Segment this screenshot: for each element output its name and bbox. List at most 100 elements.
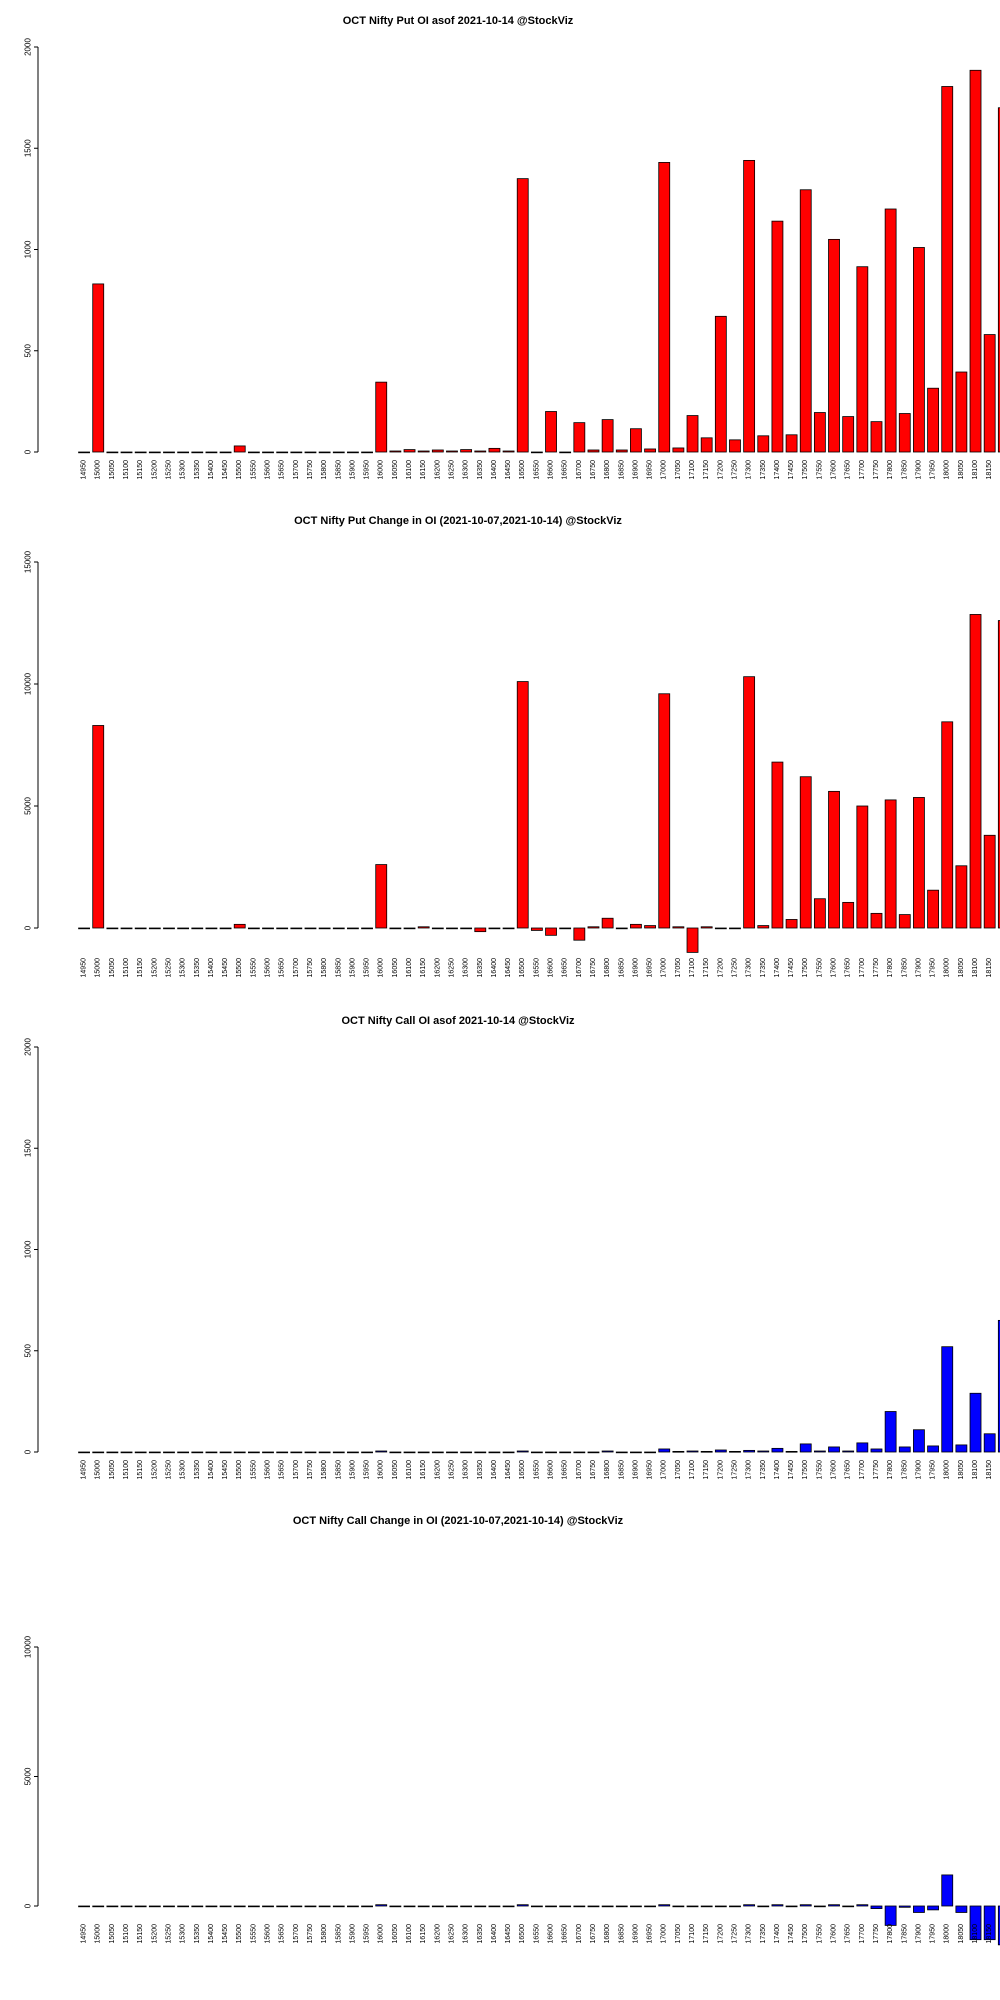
bar [757, 1905, 770, 1908]
x-tick-label: 15850 [335, 958, 342, 978]
bar [799, 776, 812, 929]
bar [983, 834, 996, 929]
bar [219, 451, 232, 454]
bar [191, 451, 204, 454]
x-tick-label: 15250 [165, 1460, 172, 1480]
x-tick-label: 16750 [590, 460, 597, 480]
x-tick-label: 15050 [109, 1924, 116, 1944]
bar [247, 1905, 260, 1908]
x-tick-label: 17650 [845, 1924, 852, 1944]
x-tick-label: 17450 [788, 1460, 795, 1480]
bar [559, 927, 572, 930]
x-tick-label: 16100 [406, 1460, 413, 1480]
bar [276, 451, 289, 454]
bar [714, 927, 727, 930]
x-tick-label: 15500 [236, 958, 243, 978]
bar [913, 797, 925, 929]
bar [714, 315, 727, 453]
x-tick-label: 15350 [194, 460, 201, 480]
x-tick-label: 15950 [364, 1924, 371, 1944]
bar [587, 1905, 600, 1908]
bar [403, 1905, 416, 1908]
bar [686, 1905, 699, 1908]
x-tick-label: 17650 [845, 460, 852, 480]
x-tick-label: 17100 [689, 1924, 696, 1944]
x-tick-label: 15300 [180, 1924, 187, 1944]
x-tick-label: 16050 [392, 1924, 399, 1944]
bar [630, 1451, 642, 1454]
x-tick-label: 16800 [604, 1924, 611, 1944]
bar [913, 1905, 925, 1913]
bar [686, 415, 699, 453]
bar [785, 1450, 798, 1453]
chart-title: OCT Nifty Put OI asof 2021-10-14 @StockV… [343, 15, 574, 27]
bar [941, 721, 954, 929]
bar [842, 416, 855, 453]
x-tick-label: 16950 [647, 1924, 654, 1944]
bar [587, 1451, 600, 1454]
bar [290, 927, 303, 930]
y-tick-label: 1000 [24, 1240, 33, 1258]
bar [516, 681, 529, 929]
bar [460, 1451, 473, 1454]
bar [148, 927, 161, 930]
x-tick-label: 15950 [364, 460, 371, 480]
x-tick-label: 15450 [222, 1460, 229, 1480]
x-tick-label: 18150 [986, 460, 993, 480]
y-tick-label: 10000 [24, 672, 33, 695]
bar [927, 387, 939, 453]
bar [516, 178, 529, 453]
x-tick-label: 15250 [165, 1924, 172, 1944]
x-tick-label: 16600 [548, 460, 555, 480]
bar [955, 1444, 968, 1453]
x-tick-label: 17750 [873, 1924, 880, 1944]
x-tick-label: 16450 [505, 460, 512, 480]
x-tick-label: 15700 [293, 460, 300, 480]
bar [927, 889, 939, 929]
chart-title: OCT Nifty Call OI asof 2021-10-14 @Stock… [341, 1015, 575, 1027]
x-tick-label: 16850 [618, 460, 625, 480]
bar [955, 865, 968, 929]
x-tick-label: 16050 [392, 1460, 399, 1480]
bar [148, 1451, 161, 1454]
bar [856, 266, 869, 453]
x-tick-label: 17450 [788, 1924, 795, 1944]
x-tick-label: 15350 [194, 1924, 201, 1944]
x-tick-label: 15850 [335, 460, 342, 480]
x-tick-label: 15950 [364, 958, 371, 978]
bar [389, 450, 402, 453]
bar [587, 449, 600, 453]
bar [375, 1450, 388, 1453]
x-tick-label: 17000 [661, 1924, 668, 1944]
bar [813, 412, 826, 453]
bar [601, 1450, 614, 1453]
x-tick-label: 15000 [95, 1924, 102, 1944]
x-tick-label: 15200 [151, 460, 158, 480]
bar [474, 450, 487, 453]
x-tick-label: 17950 [930, 958, 937, 978]
x-tick-label: 17400 [774, 1460, 781, 1480]
bar [898, 914, 911, 929]
x-tick-label: 15800 [321, 1460, 328, 1480]
bar [658, 693, 671, 929]
bar [729, 439, 741, 453]
x-tick-label: 17550 [816, 958, 823, 978]
y-tick-label: 0 [24, 449, 33, 454]
x-tick-label: 17100 [689, 958, 696, 978]
x-tick-label: 16000 [378, 1924, 385, 1944]
bar [559, 451, 572, 454]
call-change-oi-panel: OCT Nifty Call Change in OI (2021-10-07,… [0, 1500, 1000, 2000]
bar [913, 247, 925, 453]
x-tick-label: 15300 [180, 1460, 187, 1480]
bar [870, 1905, 883, 1909]
x-tick-label: 15400 [208, 1924, 215, 1944]
x-tick-label: 17300 [746, 460, 753, 480]
x-tick-label: 17250 [731, 460, 738, 480]
bar [516, 1904, 529, 1907]
bar [460, 449, 473, 453]
x-tick-label: 17650 [845, 958, 852, 978]
x-tick-label: 16900 [632, 1460, 639, 1480]
bar [177, 1905, 190, 1908]
x-tick-label: 17400 [774, 1924, 781, 1944]
bar [884, 799, 897, 929]
